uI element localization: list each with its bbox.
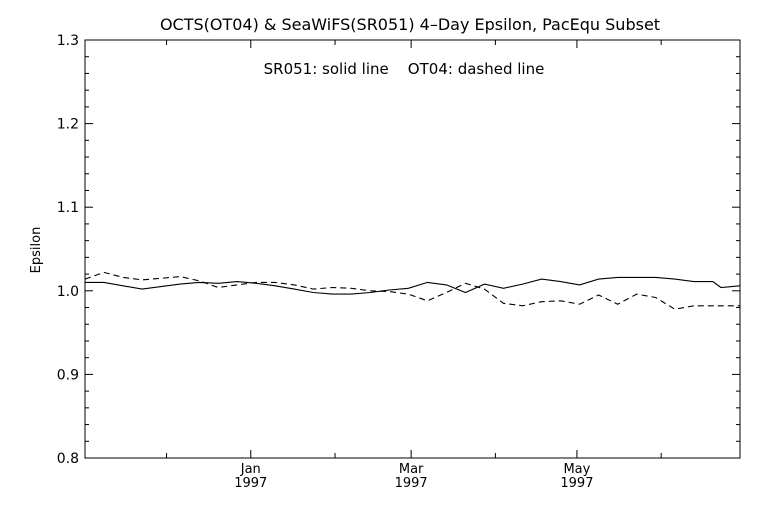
legend-annotation: SR051: solid line OT04: dashed line bbox=[264, 60, 545, 78]
plot-frame bbox=[84, 39, 741, 459]
y-tick-label: 1.0 bbox=[57, 284, 79, 300]
y-tick-label: 1.3 bbox=[57, 33, 79, 49]
chart-title: OCTS(OT04) & SeaWiFS(SR051) 4–Day Epsilo… bbox=[160, 15, 660, 34]
x-tick-label-year: 1997 bbox=[395, 476, 428, 491]
y-axis-label: Epsilon bbox=[29, 227, 44, 274]
x-tick-label-month: May bbox=[563, 462, 590, 477]
y-tick-label: 1.1 bbox=[57, 200, 79, 216]
x-tick-label-month: Jan bbox=[240, 462, 261, 477]
y-tick-label: 1.2 bbox=[57, 117, 79, 133]
series-line-sr051 bbox=[85, 276, 741, 295]
x-tick-label-month: Mar bbox=[399, 462, 424, 477]
series-line-ot04 bbox=[84, 271, 740, 310]
x-tick-label-year: 1997 bbox=[234, 476, 267, 491]
y-tick-label: 0.9 bbox=[57, 367, 79, 383]
y-tick-label: 0.8 bbox=[57, 451, 79, 467]
x-tick-label-year: 1997 bbox=[560, 476, 593, 491]
